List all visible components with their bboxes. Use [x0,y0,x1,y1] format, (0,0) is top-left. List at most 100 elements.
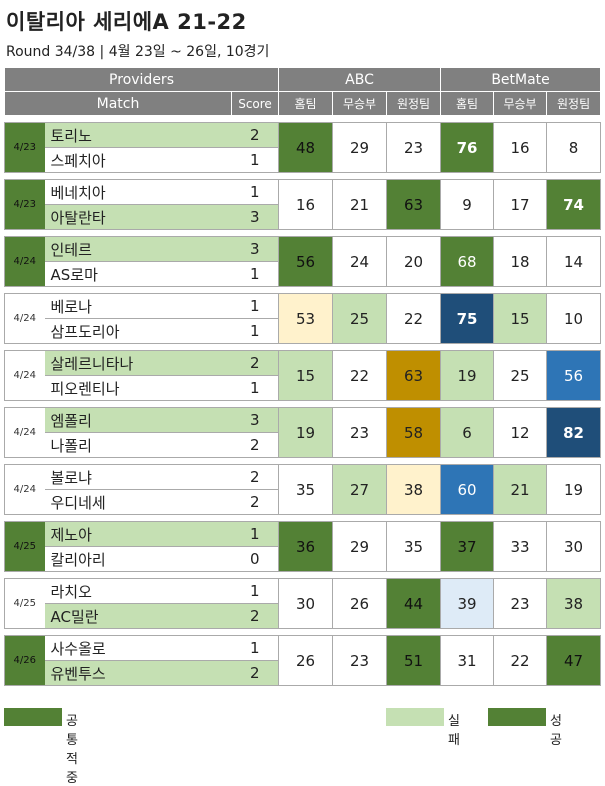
home-score: 1 [231,521,279,547]
away-team: 피오렌티나 [44,375,232,401]
betmate-away-pct: 14 [546,236,602,287]
betmate-home-pct: 37 [440,521,495,572]
abc-draw-pct: 25 [332,293,388,344]
home-team: 토리노 [44,122,232,148]
match-row-home: 4/24 베로나 1 53 25 22 75 15 10 [4,293,602,344]
home-score: 2 [231,464,279,490]
abc-away-pct: 58 [386,407,442,458]
abc-home-pct: 19 [278,407,334,458]
abc-draw-pct: 29 [332,521,388,572]
match-row-away: 우디네세 2 [5,489,601,515]
match-row-home: 4/23 토리노 2 48 29 23 76 16 8 [4,122,602,173]
betmate-away-pct: 74 [546,179,602,230]
abc-home-header: 홈팀 [278,91,334,116]
match-header: Match [4,91,232,116]
abc-away-pct: 20 [386,236,442,287]
legend-label-fail: 실패 [448,714,460,748]
abc-away-pct: 22 [386,293,442,344]
match-date: 4/23 [4,179,45,230]
gap-cell [4,628,601,636]
match-row-home: 4/25 제노아 1 36 29 35 37 33 30 [4,521,602,572]
betmate-draw-pct: 22 [493,635,548,686]
home-team: 볼로냐 [44,464,232,490]
legend-swatch-common [4,708,62,726]
abc-home-pct: 56 [278,236,334,287]
match-row-away: AC밀란 2 [5,603,601,629]
away-score: 1 [231,375,279,401]
row-gap [4,115,601,123]
home-score: 3 [231,407,279,433]
home-team: 엠폴리 [44,407,232,433]
bm-away-header: 원정팀 [546,91,602,116]
match-row-home: 4/24 볼로냐 2 35 27 38 60 21 19 [4,464,602,515]
away-score: 2 [231,432,279,458]
betmate-draw-pct: 23 [493,578,548,629]
score-header: Score [230,91,280,116]
page-title: 이탈리아 세리에A 21-22 [6,10,247,34]
abc-home-pct: 35 [278,464,334,515]
away-score: 2 [231,603,279,629]
abc-home-pct: 16 [278,179,334,230]
abc-away-header: 원정팀 [386,91,442,116]
home-score: 1 [231,635,279,661]
away-score: 2 [231,660,279,686]
gap-cell [4,172,601,180]
abc-draw-header: 무승부 [332,91,388,116]
abc-away-pct: 35 [386,521,442,572]
row-gap [4,457,601,465]
gap-cell [4,115,601,123]
match-row-home: 4/25 라치오 1 30 26 44 39 23 38 [4,578,602,629]
away-team: 삼프도리아 [44,318,232,344]
match-row-away: 삼프도리아 1 [5,318,601,344]
row-gap [4,400,601,408]
match-row-away: 나폴리 2 [5,432,601,458]
gap-cell [4,514,601,522]
row-gap [4,514,601,522]
bm-draw-header: 무승부 [493,91,548,116]
match-date: 4/24 [4,407,45,458]
legend-label-common: 공통적중 [66,714,78,786]
abc-home-pct: 26 [278,635,334,686]
abc-draw-pct: 23 [332,407,388,458]
away-team: 나폴리 [44,432,232,458]
home-team: 베네치아 [44,179,232,205]
betmate-draw-pct: 16 [493,122,548,173]
home-score: 1 [231,293,279,319]
match-date: 4/24 [4,293,45,344]
betmate-home-pct: 68 [440,236,495,287]
match-row-away: 아탈란타 3 [5,204,601,230]
gap-cell [4,571,601,579]
betmate-draw-pct: 17 [493,179,548,230]
gap-cell [4,286,601,294]
match-row-away: 스페치아 1 [5,147,601,173]
home-team: 라치오 [44,578,232,604]
home-score: 2 [231,122,279,148]
betmate-home-pct: 6 [440,407,495,458]
home-team: 사수올로 [44,635,232,661]
match-date: 4/25 [4,521,45,572]
providers-header: Providers [3,67,280,92]
match-row-home: 4/24 엠폴리 3 19 23 58 6 12 82 [4,407,602,458]
abc-away-pct: 23 [386,122,442,173]
betmate-home-pct: 76 [440,122,495,173]
match-row-away: AS로마 1 [5,261,601,287]
away-team: 유벤투스 [44,660,232,686]
gap-cell [4,229,601,237]
match-date: 4/24 [4,464,45,515]
abc-draw-pct: 27 [332,464,388,515]
betmate-home-pct: 39 [440,578,495,629]
match-row-away: 피오렌티나 1 [5,375,601,401]
betmate-away-pct: 30 [546,521,602,572]
abc-draw-pct: 23 [332,635,388,686]
away-team: 칼리아리 [44,546,232,572]
away-score: 1 [231,261,279,287]
away-team: AS로마 [44,261,232,287]
away-team: 아탈란타 [44,204,232,230]
match-date: 4/24 [4,236,45,287]
home-score: 1 [231,578,279,604]
match-row-home: 4/24 살레르니타나 2 15 22 63 19 25 56 [4,350,602,401]
betmate-draw-pct: 25 [493,350,548,401]
betmate-draw-pct: 33 [493,521,548,572]
betmate-draw-pct: 15 [493,293,548,344]
row-gap [4,172,601,180]
